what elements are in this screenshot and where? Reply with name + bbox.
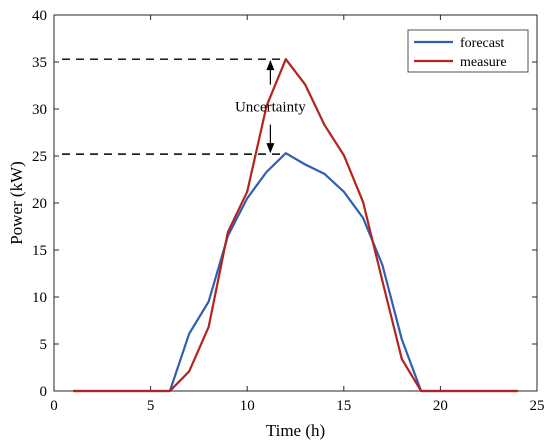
y-tick-label: 5: [40, 337, 48, 353]
y-axis-title: Power (kW): [7, 161, 26, 245]
legend-label-measure: measure: [460, 55, 507, 70]
y-tick-label: 25: [32, 149, 47, 165]
legend-label-forecast: forecast: [460, 36, 504, 51]
y-tick-label: 20: [32, 196, 47, 212]
y-tick-label: 40: [32, 8, 47, 24]
down-arrow-head: [266, 143, 275, 154]
uncertainty-annotation: Uncertainty: [62, 58, 306, 155]
x-tick-label: 5: [147, 398, 155, 414]
annotation-label: Uncertainty: [235, 100, 306, 116]
x-axis-title: Time (h): [266, 421, 325, 440]
x-tick-label: 10: [240, 398, 255, 414]
y-tick-label: 15: [32, 243, 47, 259]
x-tick-label: 20: [433, 398, 448, 414]
x-axis: 0 5 10 15 20 25: [50, 15, 545, 414]
legend-box: [407, 29, 529, 73]
y-tick-label: 30: [32, 102, 47, 118]
up-arrow-head: [266, 60, 275, 71]
y-tick-label: 0: [40, 384, 48, 400]
series-layer: [73, 58, 518, 393]
x-tick-label: 15: [336, 398, 351, 414]
y-tick-label: 10: [32, 290, 47, 306]
legend: forecast measure: [407, 29, 529, 73]
y-tick-label: 35: [32, 55, 47, 71]
series-line-forecast: [73, 152, 518, 393]
x-tick-label: 25: [530, 398, 545, 414]
x-tick-label: 0: [50, 398, 58, 414]
y-axis: 0 5 10 15 20 25 30 35 40: [32, 8, 537, 400]
series-line-measure: [73, 58, 518, 393]
